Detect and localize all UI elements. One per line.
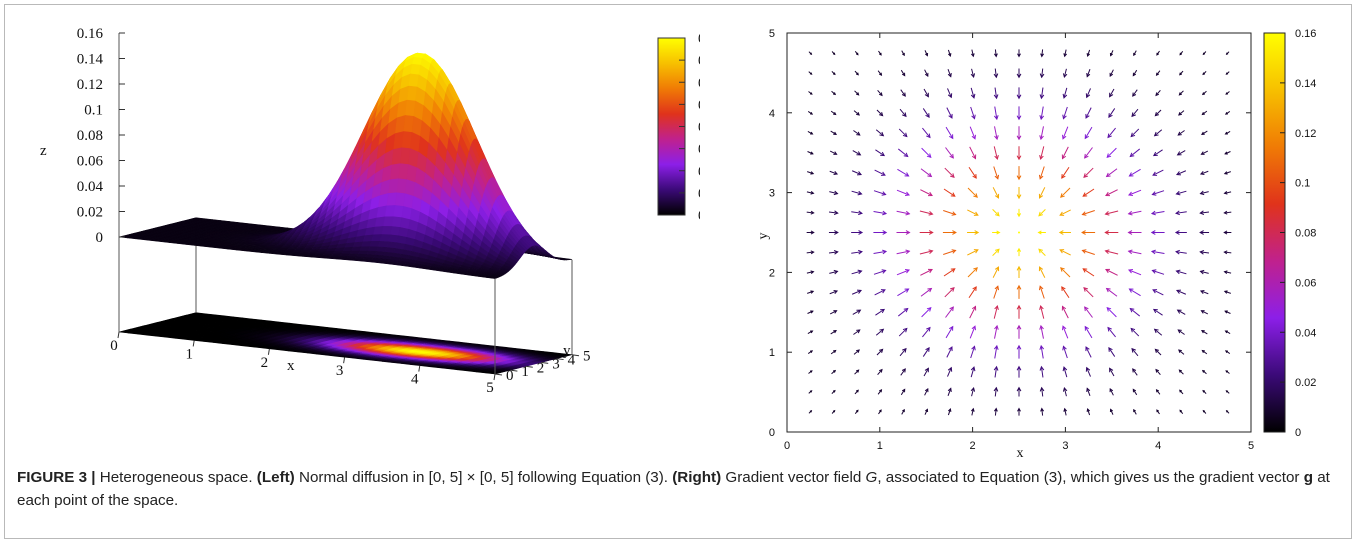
x-tick-label: 0: [110, 338, 118, 354]
z-tick-label: 0.16: [77, 26, 104, 42]
colorbar-tick-label: 0.06: [698, 141, 700, 157]
z-tick-label: 0.06: [77, 154, 104, 170]
caption-left-tag: (Left): [256, 469, 295, 486]
left-colorbar: 0 0.02 0.04 0.06 0.08 0.1 0.12 0.14 0.16: [657, 30, 700, 223]
y-tick-label: 5: [583, 349, 591, 365]
y-tick-label: 0: [506, 368, 514, 384]
caption-symbol-G: G: [865, 469, 878, 486]
x-tick-label: 4: [411, 372, 419, 388]
caption-right-text-b: , associated to Equation (3), which give…: [877, 469, 1304, 486]
caption-label: FIGURE 3 |: [17, 469, 96, 486]
caption-right-text-a: Gradient vector field: [721, 469, 866, 486]
figure-frame: [4, 4, 1352, 539]
colorbar-tick-label: 0.14: [698, 52, 700, 68]
x-tick-label: 2: [261, 355, 269, 371]
colorbar-tick-label: 0.12: [698, 74, 700, 90]
z-axis-label: z: [40, 143, 47, 159]
colorbar-tick-label: 0.04: [698, 163, 700, 179]
x-tick-label: 3: [336, 363, 344, 379]
colorbar-tick-label: 0.08: [698, 119, 700, 135]
z-tick-label: 0.12: [77, 77, 103, 93]
x-tick-label: 5: [486, 380, 494, 396]
y-tick-label: 1: [521, 364, 529, 380]
bottom-heatmap: [118, 312, 573, 375]
y-axis-label: y: [563, 343, 571, 359]
z-tick-label: 0: [96, 230, 104, 246]
caption-symbol-g: g: [1303, 469, 1313, 486]
z-tick-label: 0.02: [77, 205, 103, 221]
caption-intro: Heterogeneous space.: [95, 469, 257, 486]
z-tick-label: 0.1: [84, 103, 103, 119]
colorbar-tick-label: 0.16: [698, 30, 700, 46]
colorbar-tick-label: 0.1: [698, 96, 700, 112]
z-tick-label: 0.08: [77, 128, 103, 144]
colorbar-tick-label: 0: [698, 207, 700, 223]
figure-caption: FIGURE 3 | Heterogeneous space. (Left) N…: [17, 466, 1337, 512]
caption-right-text-c: at each point of the space.: [17, 469, 1330, 509]
z-tick-label: 0.04: [77, 179, 104, 195]
x-axis-label: x: [287, 358, 295, 374]
y-tick-label: 2: [537, 360, 545, 376]
surface-mesh: [118, 52, 573, 279]
x-tick-label: 1: [185, 346, 193, 362]
y-tick-label: 3: [552, 356, 560, 372]
z-tick-label: 0.14: [77, 52, 104, 68]
y-tick-label: 4: [568, 353, 576, 369]
caption-left-text: Normal diffusion in [0, 5] × [0, 5] foll…: [294, 469, 673, 486]
caption-right-tag: (Right): [672, 469, 722, 486]
colorbar-tick-label: 0.02: [698, 185, 700, 201]
